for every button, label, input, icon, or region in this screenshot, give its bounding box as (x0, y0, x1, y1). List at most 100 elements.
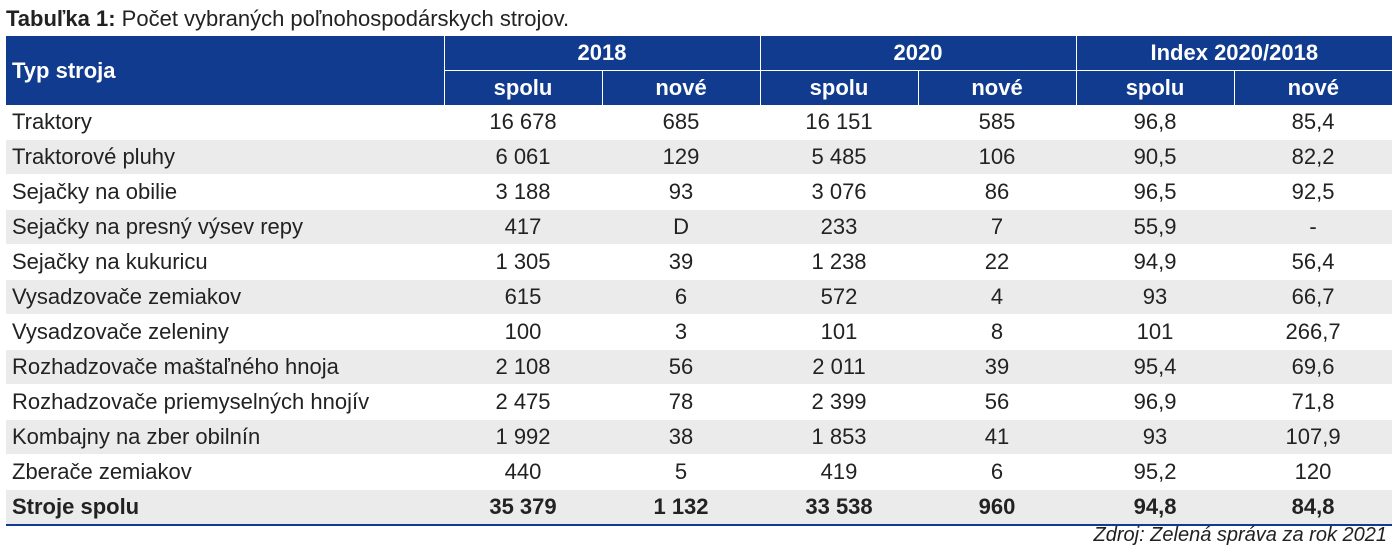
table-row: Vysadzovače zemiakov 615 6 572 4 93 66,7 (6, 279, 1393, 315)
table-cell: 2 399 (760, 384, 919, 420)
table-cell: 39 (918, 349, 1077, 385)
row-label: Zberače zemiakov (6, 454, 444, 490)
total-label: Stroje spolu (6, 489, 444, 526)
row-label: Sejačky na kukuricu (6, 244, 444, 280)
table-row: Rozhadzovače maštaľného hnoja 2 108 56 2 01… (6, 349, 1393, 385)
table-body: Traktory 16 678 685 16 151 585 96,8 85,4 Trakto… (6, 105, 1393, 526)
source-note: Zdroj: Zelená správa za rok 2021 (1093, 524, 1388, 546)
table-cell: 82,2 (1234, 139, 1393, 175)
table-cell: 419 (760, 454, 919, 490)
table-cell: 101 (760, 314, 919, 350)
table-cell: 90,5 (1076, 139, 1235, 175)
total-cell: 33 538 (760, 489, 919, 526)
table-cell: 86 (918, 174, 1077, 210)
table-cell: - (1234, 209, 1393, 245)
table-cell: 41 (918, 419, 1077, 455)
table-row: Sejačky na presný výsev repy 417 D 233 7 55,9… (6, 209, 1393, 245)
table-row: Sejačky na kukuricu 1 305 39 1 238 22 94,9 56,… (6, 244, 1393, 280)
table-cell: 6 061 (444, 139, 602, 175)
table-row: Sejačky na obilie 3 188 93 3 076 86 96,5 92,5 (6, 174, 1393, 210)
table-cell: 1 992 (444, 419, 602, 455)
table-cell: 39 (602, 244, 761, 280)
table-cell: 685 (602, 105, 761, 140)
table-cell: 94,9 (1076, 244, 1235, 280)
table-cell: 417 (444, 209, 602, 245)
table-cell: 66,7 (1234, 279, 1393, 315)
table-cell: 56 (918, 384, 1077, 420)
table-cell: 2 011 (760, 349, 919, 385)
header-subcol: spolu (1076, 70, 1235, 105)
table-cell: 1 853 (760, 419, 919, 455)
table-row: Kombajny na zber obilnín 1 992 38 1 853 41 93… (6, 419, 1393, 455)
table-cell: 95,4 (1076, 349, 1235, 385)
table-cell: 96,5 (1076, 174, 1235, 210)
table-cell: 71,8 (1234, 384, 1393, 420)
table-cell: 2 108 (444, 349, 602, 385)
table-cell: 85,4 (1234, 105, 1393, 140)
table-cell: 8 (918, 314, 1077, 350)
table-cell: D (602, 209, 761, 245)
header-group-2020: 2020 (760, 36, 1077, 71)
table-cell: 93 (602, 174, 761, 210)
table-cell: 5 (602, 454, 761, 490)
total-cell: 35 379 (444, 489, 602, 526)
row-label: Traktory (6, 105, 444, 140)
header-subcol: nové (918, 70, 1077, 105)
header-row-label: Typ stroja (6, 36, 445, 105)
table-cell: 78 (602, 384, 761, 420)
row-label: Sejačky na obilie (6, 174, 444, 210)
table-cell: 101 (1076, 314, 1235, 350)
table-cell: 3 076 (760, 174, 919, 210)
machines-table: Typ stroja 2018 2020 Index 2020/2018 spo… (6, 36, 1393, 526)
table-cell: 56 (602, 349, 761, 385)
table-cell: 120 (1234, 454, 1393, 490)
table-row: Rozhadzovače priemyselných hnojív 2 475 78… (6, 384, 1393, 420)
table-cell: 6 (918, 454, 1077, 490)
table-cell: 96,8 (1076, 105, 1235, 140)
table-cell: 107,9 (1234, 419, 1393, 455)
row-label: Sejačky na presný výsev repy (6, 209, 444, 245)
table-cell: 572 (760, 279, 919, 315)
header-group-2018: 2018 (444, 36, 761, 71)
table-cell: 585 (918, 105, 1077, 140)
table-cell: 233 (760, 209, 919, 245)
table-row: Traktory 16 678 685 16 151 585 96,8 85,4 (6, 105, 1393, 140)
table-cell: 100 (444, 314, 602, 350)
table-cell: 266,7 (1234, 314, 1393, 350)
table-cell: 3 188 (444, 174, 602, 210)
table-cell: 106 (918, 139, 1077, 175)
total-cell: 1 132 (602, 489, 761, 526)
table-cell: 615 (444, 279, 602, 315)
table-cell: 93 (1076, 279, 1235, 315)
table-cell: 2 475 (444, 384, 602, 420)
table-cell: 93 (1076, 419, 1235, 455)
table-header: Typ stroja 2018 2020 Index 2020/2018 spo… (6, 36, 1393, 105)
row-label: Kombajny na zber obilnín (6, 419, 444, 455)
total-cell: 960 (918, 489, 1077, 526)
table-cell: 92,5 (1234, 174, 1393, 210)
total-cell: 84,8 (1234, 489, 1393, 526)
table-cell: 6 (602, 279, 761, 315)
table-row: Vysadzovače zeleniny 100 3 101 8 101 266,7 (6, 314, 1393, 350)
row-label: Traktorové pluhy (6, 139, 444, 175)
table-cell: 3 (602, 314, 761, 350)
table-cell: 55,9 (1076, 209, 1235, 245)
header-group-index: Index 2020/2018 (1076, 36, 1393, 71)
table-cell: 38 (602, 419, 761, 455)
header-subcol: nové (602, 70, 761, 105)
table-cell: 16 678 (444, 105, 602, 140)
row-label: Vysadzovače zemiakov (6, 279, 444, 315)
caption-lead: Tabuľka 1: (6, 6, 116, 31)
table-cell: 7 (918, 209, 1077, 245)
table-row: Traktorové pluhy 6 061 129 5 485 106 90,5 82,2 (6, 139, 1393, 175)
row-label: Rozhadzovače maštaľného hnoja (6, 349, 444, 385)
table-cell: 129 (602, 139, 761, 175)
table-cell: 16 151 (760, 105, 919, 140)
header-subcol: spolu (444, 70, 603, 105)
table-cell: 1 305 (444, 244, 602, 280)
table-cell: 56,4 (1234, 244, 1393, 280)
total-cell: 94,8 (1076, 489, 1235, 526)
total-row: Stroje spolu 35 379 1 132 33 538 960 94,8 84,8 (6, 489, 1393, 526)
table-cell: 96,9 (1076, 384, 1235, 420)
table-cell: 95,2 (1076, 454, 1235, 490)
